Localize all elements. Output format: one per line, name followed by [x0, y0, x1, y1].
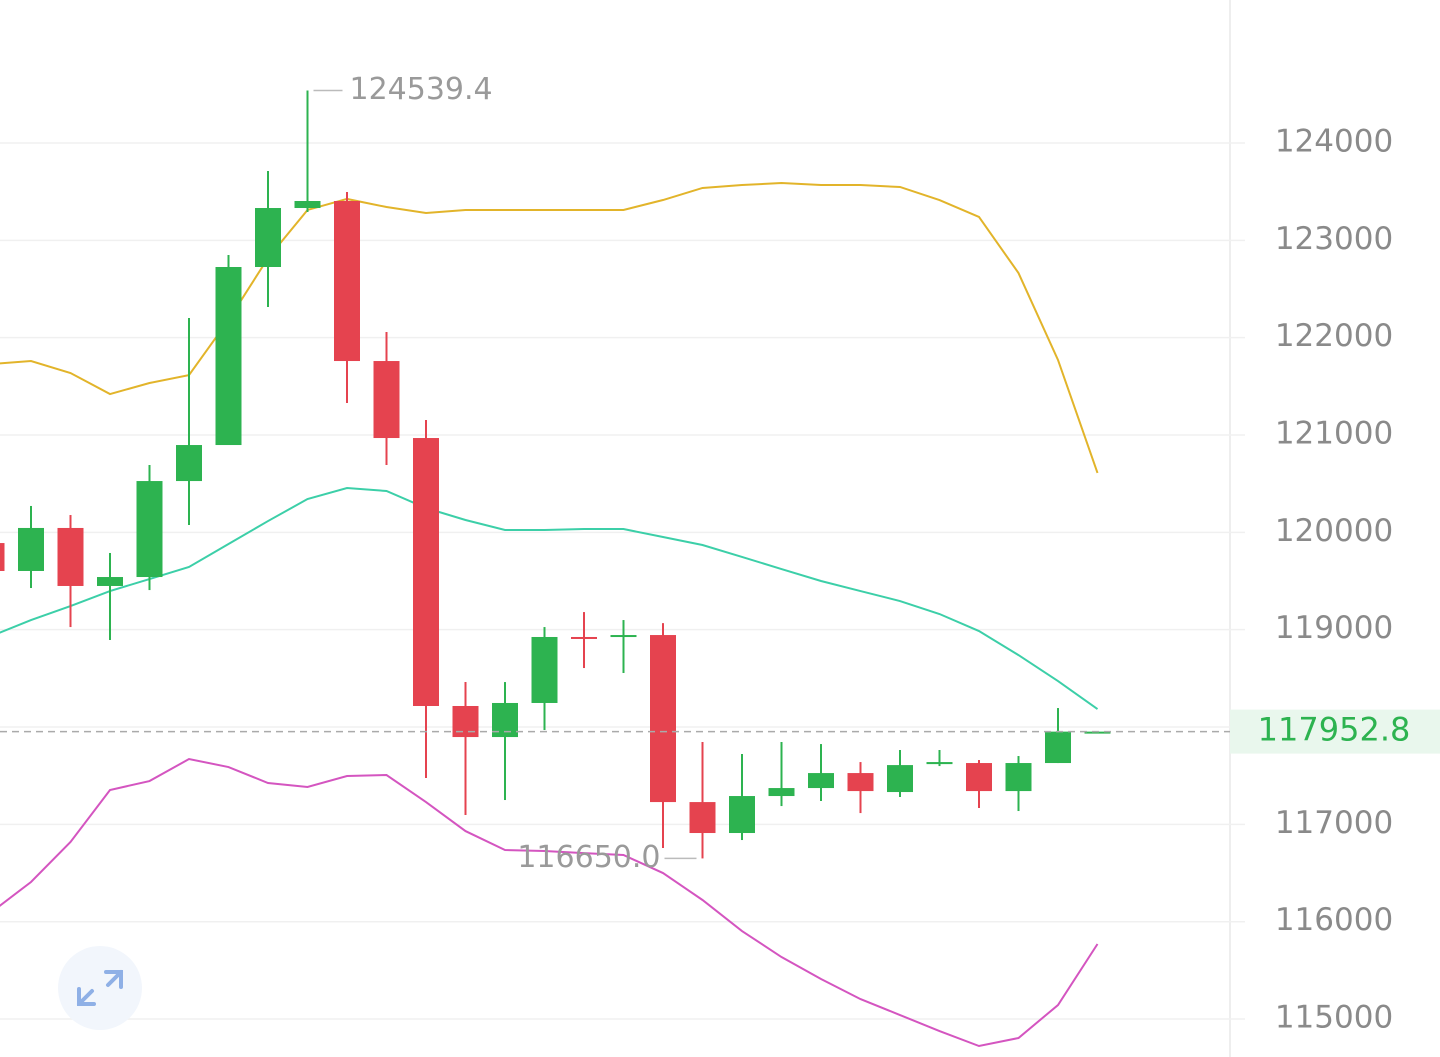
candle-body: [531, 636, 558, 703]
candle-body: [255, 208, 281, 267]
last-price-label: 117952.8: [1258, 711, 1411, 749]
labels: 1150001160001170001180001190001200001210…: [0, 72, 1440, 1036]
candle-body: [294, 201, 321, 209]
candle-body: [729, 796, 755, 834]
high-label: 124539.4: [350, 72, 493, 107]
candle-body: [650, 635, 676, 803]
fullscreen-icon[interactable]: [77, 970, 123, 1006]
candle-body: [97, 577, 123, 586]
candle-body: [571, 636, 597, 639]
candle-body: [808, 773, 834, 789]
candle-body: [452, 705, 479, 738]
candle-body: [57, 527, 84, 586]
candle-body: [1005, 763, 1032, 792]
fullscreen-circle[interactable]: [58, 946, 142, 1030]
fullscreen-button[interactable]: [58, 946, 142, 1030]
candle-body: [334, 201, 360, 362]
candle-body: [966, 763, 992, 792]
bands: [0, 181, 1099, 1048]
band-line: [0, 757, 1099, 1048]
y-tick-label: 123000: [1275, 221, 1393, 257]
candle-body: [413, 438, 439, 706]
candle-body: [0, 543, 5, 571]
band-line: [0, 181, 1099, 474]
y-tick-label: 116000: [1275, 902, 1393, 938]
y-tick-label: 120000: [1275, 513, 1393, 549]
y-tick-label: 119000: [1275, 610, 1393, 646]
y-tick-label: 115000: [1275, 1000, 1393, 1036]
candle-body: [610, 635, 637, 638]
candle-body: [847, 773, 874, 792]
low-label: 116650.0: [517, 840, 660, 875]
y-tick-label: 124000: [1275, 123, 1393, 159]
candle-body: [689, 802, 716, 834]
candle-body: [18, 527, 44, 571]
candle-body: [215, 266, 242, 446]
y-tick-label: 117000: [1275, 805, 1393, 841]
candle-body: [887, 765, 913, 793]
candle-body: [768, 788, 795, 797]
candle-body: [176, 445, 202, 482]
candle-body: [1084, 731, 1111, 734]
candle-body: [1045, 731, 1071, 764]
last-price-bg: [1230, 709, 1440, 754]
y-tick-label: 121000: [1275, 416, 1393, 452]
candle-body: [373, 361, 400, 439]
candle-body: [136, 481, 163, 578]
candles: [0, 90, 1111, 859]
band-line: [0, 487, 1099, 710]
y-tick-label: 122000: [1275, 318, 1393, 354]
candle-body: [926, 762, 953, 765]
